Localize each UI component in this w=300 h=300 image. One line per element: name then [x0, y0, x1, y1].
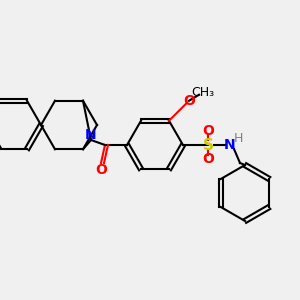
Text: O: O — [95, 163, 107, 177]
Text: H: H — [233, 133, 243, 146]
Text: S: S — [202, 137, 214, 152]
Text: N: N — [85, 128, 97, 142]
Text: O: O — [202, 152, 214, 166]
Text: O: O — [183, 94, 195, 108]
Text: CH₃: CH₃ — [191, 86, 214, 99]
Text: O: O — [202, 124, 214, 138]
Text: N: N — [224, 138, 236, 152]
